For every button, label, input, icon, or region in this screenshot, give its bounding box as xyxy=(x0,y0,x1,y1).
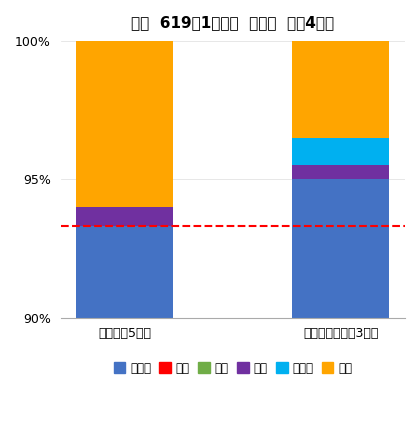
Bar xyxy=(292,138,389,165)
Bar xyxy=(76,41,173,207)
Bar xyxy=(292,179,389,318)
Legend: 生存木, 獣害, 雪害, 誤伐, 苗抜け, 不明: 生存木, 獣害, 雪害, 誤伐, 苗抜け, 不明 xyxy=(109,357,357,379)
Title: ヒバ  619ろ1林小班  秋植え  植栽4年目: ヒバ 619ろ1林小班 秋植え 植栽4年目 xyxy=(131,15,334,30)
Bar xyxy=(76,226,173,318)
Bar xyxy=(76,207,173,226)
Bar xyxy=(292,41,389,138)
Bar xyxy=(292,165,389,179)
